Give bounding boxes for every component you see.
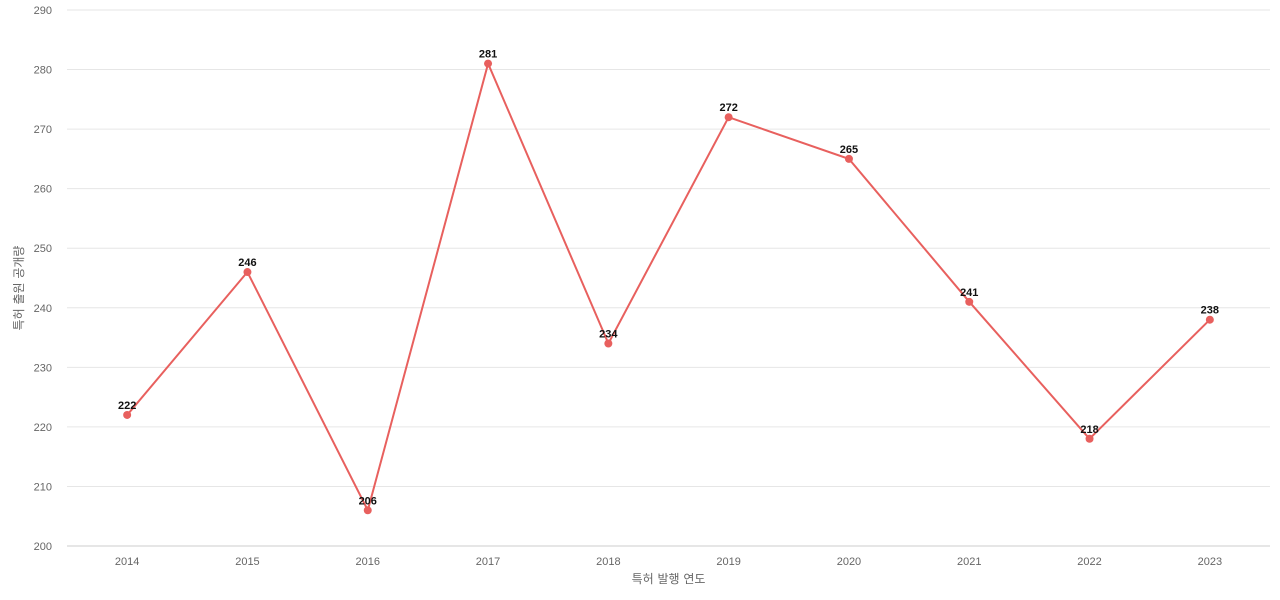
x-tick-label: 2021 [957, 556, 981, 568]
x-axis-title: 특허 발행 연도 [632, 571, 706, 586]
x-tick-label: 2015 [235, 556, 259, 568]
x-tick-label: 2018 [596, 556, 620, 568]
x-tick-label: 2022 [1077, 556, 1101, 568]
data-point [724, 113, 733, 122]
data-point [844, 154, 853, 163]
data-label: 234 [599, 329, 618, 341]
data-label: 238 [1201, 305, 1219, 317]
data-point [484, 59, 493, 68]
series-line [126, 60, 1211, 514]
y-tick-label: 220 [34, 422, 52, 434]
x-tick-label: 2014 [115, 556, 139, 568]
y-tick-label: 240 [34, 303, 52, 315]
data-label: 246 [238, 257, 256, 269]
y-axis-ticks: 200 210 220 230 240 250 260 270 280 290 [34, 5, 52, 553]
y-axis-title: 특허 출원 공개량 [12, 246, 26, 331]
data-point [1205, 315, 1214, 324]
y-tick-label: 210 [34, 481, 52, 493]
y-tick-label: 280 [34, 65, 52, 77]
data-point [123, 410, 132, 419]
y-tick-label: 200 [34, 541, 52, 553]
data-labels: 222 246 206 281 234 272 265 241 218 238 [118, 49, 1219, 508]
data-label: 218 [1080, 424, 1098, 436]
data-label: 222 [118, 400, 136, 412]
data-label: 241 [960, 287, 978, 299]
data-label: 272 [719, 102, 737, 114]
y-tick-label: 290 [34, 5, 52, 17]
x-tick-label: 2016 [356, 556, 380, 568]
x-axis-ticks: 2014 2015 2016 2017 2018 2019 2020 2021 2022 2023 [115, 556, 1222, 568]
data-point [965, 297, 974, 306]
gridlines [67, 9, 1270, 487]
x-tick-label: 2023 [1198, 556, 1222, 568]
data-label: 206 [359, 495, 377, 507]
data-points [123, 59, 1214, 515]
data-point [1085, 434, 1094, 443]
data-label: 265 [840, 144, 858, 156]
y-tick-label: 250 [34, 243, 52, 255]
data-label: 281 [479, 49, 497, 61]
data-point [363, 506, 372, 515]
y-tick-label: 260 [34, 184, 52, 196]
y-tick-label: 270 [34, 124, 52, 136]
x-tick-label: 2020 [837, 556, 861, 568]
y-tick-label: 230 [34, 362, 52, 374]
data-point [243, 268, 252, 277]
x-tick-label: 2019 [716, 556, 740, 568]
data-point [604, 339, 613, 348]
x-tick-label: 2017 [476, 556, 500, 568]
